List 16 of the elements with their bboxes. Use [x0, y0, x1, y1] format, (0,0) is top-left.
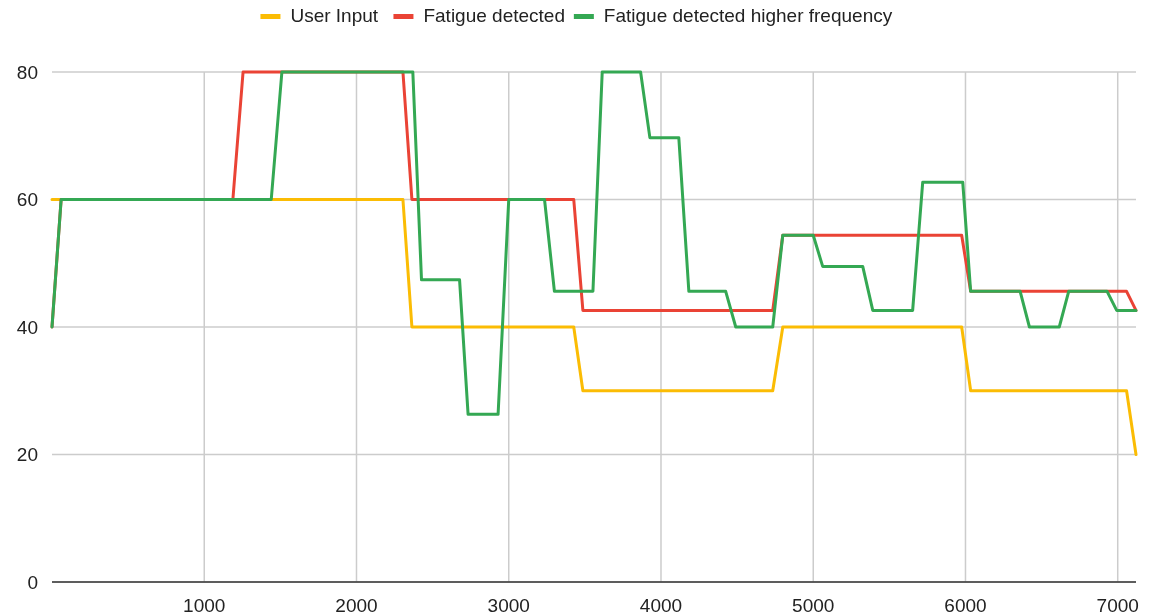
y-tick-label: 20 [16, 444, 38, 466]
x-tick-label: 4000 [639, 595, 683, 616]
x-tick-label: 2000 [335, 595, 378, 616]
x-tick-label: 6000 [944, 595, 987, 616]
y-tick-label: 60 [16, 189, 38, 211]
y-tick-label: 40 [16, 316, 38, 338]
y-tick-label: 80 [16, 61, 38, 83]
x-tick-label: 7000 [1096, 595, 1139, 616]
legend-label: Fatigue detected [423, 5, 565, 26]
legend-label: Fatigue detected higher frequency [603, 5, 893, 26]
x-tick-label: 3000 [487, 595, 530, 616]
x-tick-label: 5000 [792, 595, 835, 616]
legend-label: User Input [290, 5, 379, 26]
line-series [50, 70, 1138, 416]
x-tick-label: 1000 [183, 595, 226, 616]
y-tick-label: 0 [27, 571, 38, 593]
